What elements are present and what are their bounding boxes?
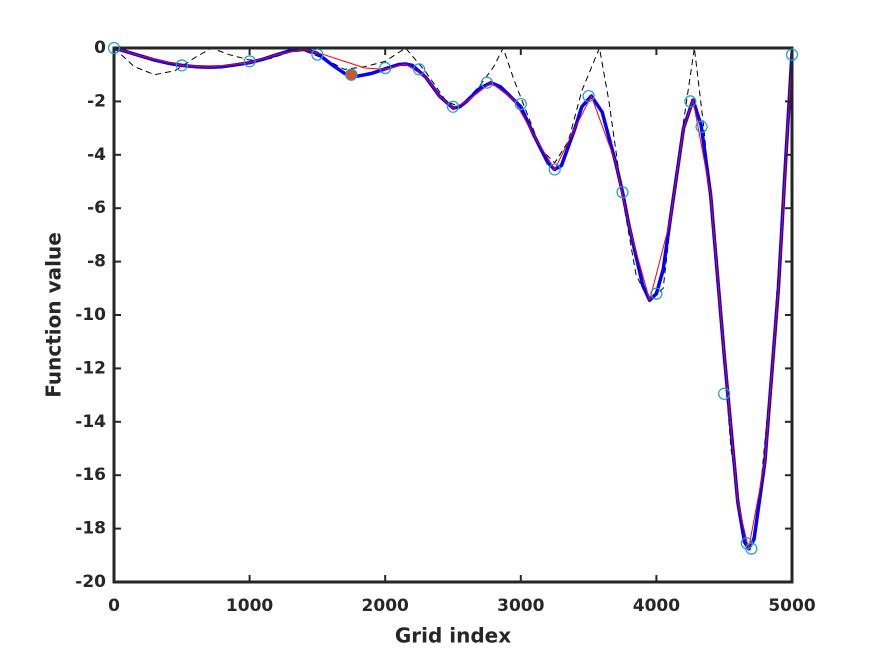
series-marker — [745, 542, 758, 555]
y-axis-label: Function value — [42, 232, 66, 398]
y-tick-label: -10 — [75, 305, 106, 325]
y-tick-label: -18 — [75, 519, 106, 539]
series-marker — [684, 95, 697, 108]
x-tick-label: 4000 — [633, 596, 680, 616]
x-axis-label: Grid index — [395, 624, 511, 648]
y-tick-label: -12 — [75, 358, 106, 378]
series-marker — [243, 55, 256, 68]
y-tick-label: -16 — [75, 465, 106, 485]
series-marker — [616, 186, 629, 199]
series-marker — [446, 100, 460, 113]
y-tick-label: -6 — [87, 198, 106, 218]
series-marker — [785, 48, 799, 61]
x-tick-label: 3000 — [497, 596, 544, 616]
series-marker — [413, 63, 426, 76]
series-marker — [379, 61, 392, 75]
series-marker — [695, 120, 708, 133]
series-marker — [514, 97, 527, 111]
y-tick-label: -14 — [75, 412, 106, 432]
y-tick-label: -20 — [75, 572, 106, 592]
series-marker — [311, 48, 324, 61]
y-tick-label: -8 — [87, 252, 106, 272]
series-marker — [582, 89, 595, 103]
x-tick-label: 1000 — [226, 596, 273, 616]
x-tick-label: 0 — [108, 596, 120, 616]
plot-area — [114, 48, 792, 582]
series-marker — [548, 163, 561, 176]
series-marker — [175, 59, 188, 72]
y-tick-label: -2 — [87, 91, 106, 111]
series-marker — [345, 68, 358, 81]
series-line — [114, 48, 792, 550]
series-marker — [718, 387, 731, 400]
plot-layer — [114, 48, 792, 551]
series-marker — [107, 41, 121, 55]
series-marker — [650, 287, 663, 300]
y-tick-label: 0 — [94, 38, 106, 58]
series-marker — [480, 76, 493, 89]
x-tick-label: 2000 — [362, 596, 409, 616]
x-tick-label: 5000 — [768, 596, 815, 616]
y-tick-label: -4 — [87, 145, 106, 165]
